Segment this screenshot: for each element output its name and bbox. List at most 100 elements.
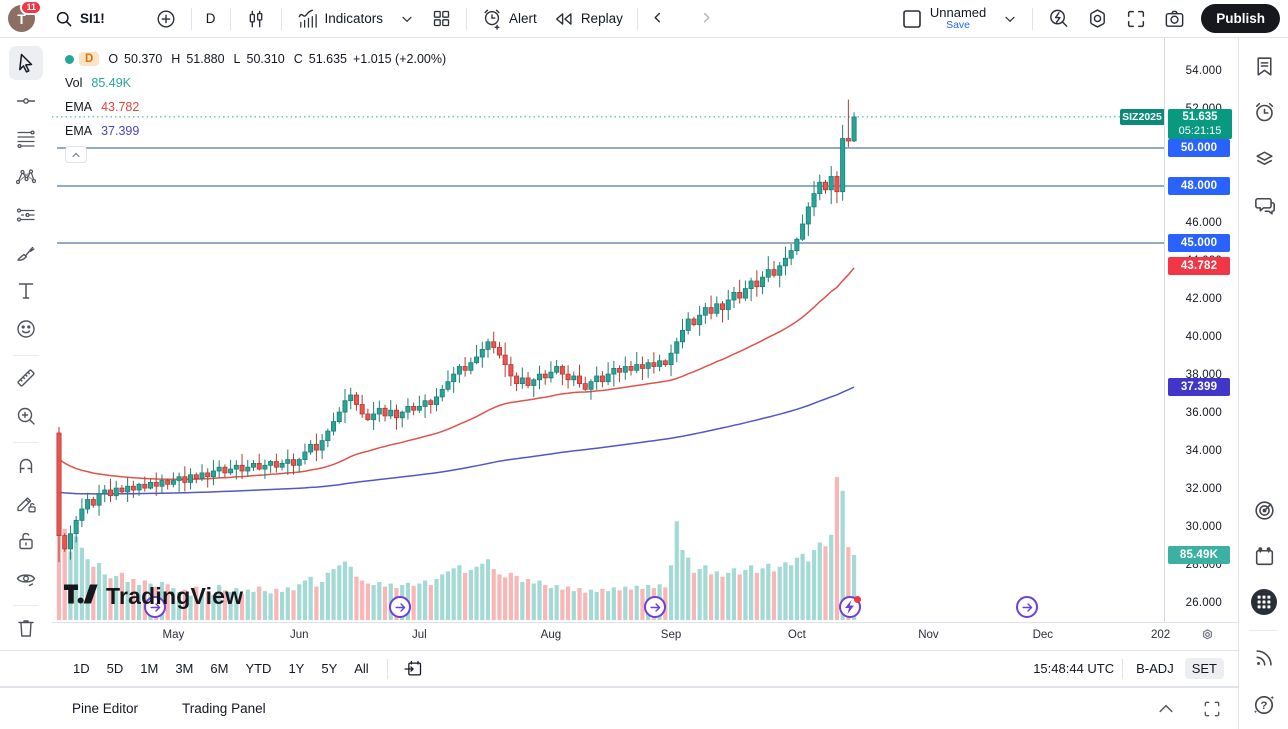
contract-switch-marker[interactable] xyxy=(644,596,666,618)
fib-retracement-tool-button[interactable] xyxy=(9,122,43,156)
layers-icon xyxy=(1252,146,1277,171)
layout-menu-button[interactable] xyxy=(995,7,1025,31)
fullscreen-button[interactable] xyxy=(1118,4,1154,34)
panel-maximize-button[interactable] xyxy=(1202,699,1222,719)
goto-date-button[interactable] xyxy=(396,656,430,682)
chart-settings-button[interactable] xyxy=(1079,3,1116,34)
low-value: 50.310 xyxy=(246,52,285,66)
clock-utc[interactable]: 15:48:44 UTC xyxy=(1033,661,1115,676)
chevron-up-icon xyxy=(1156,699,1176,719)
watchlist-button[interactable] xyxy=(1249,51,1279,81)
time-axis[interactable]: May Jun Jul Aug Sep Oct Nov Dec 202 xyxy=(52,622,1238,650)
range-1d-button[interactable]: 1D xyxy=(66,658,97,679)
screenshot-button[interactable] xyxy=(1156,3,1193,34)
drawing-mode-button[interactable] xyxy=(9,486,43,520)
help-sparkle-icon: ? xyxy=(1251,692,1277,718)
prediction-tool-button[interactable] xyxy=(9,198,43,232)
indicator-templates-button[interactable] xyxy=(392,7,422,31)
calendar-button[interactable] xyxy=(1249,541,1279,571)
legend-collapse-button[interactable] xyxy=(65,146,87,163)
quick-search-button[interactable] xyxy=(1040,3,1077,34)
contract-switch-marker[interactable] xyxy=(144,596,166,618)
range-6m-button[interactable]: 6M xyxy=(203,658,235,679)
price-axis[interactable]: 54.00052.00050.00048.00046.00044.00042.0… xyxy=(1164,38,1238,622)
symbol-search-button[interactable]: SI1! xyxy=(47,5,112,33)
save-layout-button[interactable]: Unnamed Save xyxy=(893,2,993,35)
emoji-tool-button[interactable] xyxy=(9,312,43,346)
chevron-down-icon xyxy=(1002,11,1018,27)
panel-expand-button[interactable] xyxy=(1156,699,1176,719)
trend-line-icon xyxy=(14,89,38,113)
alerts-panel-button[interactable] xyxy=(1249,97,1279,127)
chat-bubbles-icon xyxy=(1252,193,1277,218)
range-ytd-button[interactable]: YTD xyxy=(238,658,278,679)
interval-label: D xyxy=(205,11,216,26)
measure-tool-button[interactable] xyxy=(9,361,43,395)
session-button[interactable]: SET xyxy=(1184,658,1224,679)
divider xyxy=(1249,630,1277,631)
hline-price-badge: 50.000 xyxy=(1168,139,1230,157)
contract-switch-marker[interactable] xyxy=(1016,596,1038,618)
redo-button[interactable] xyxy=(683,4,719,34)
undo-button[interactable] xyxy=(645,4,681,34)
axis-settings-gear-icon[interactable] xyxy=(1199,626,1216,648)
range-3m-button[interactable]: 3M xyxy=(168,658,200,679)
range-5d-button[interactable]: 5D xyxy=(100,658,131,679)
grid-icon xyxy=(431,8,452,29)
month-label-nov: Nov xyxy=(918,629,939,641)
maximize-icon xyxy=(1202,699,1222,719)
remove-drawings-button[interactable] xyxy=(9,611,43,645)
object-tree-button[interactable] xyxy=(1249,143,1279,173)
multichart-layout-button[interactable] xyxy=(424,4,459,33)
range-all-button[interactable]: All xyxy=(347,658,375,679)
month-label-jul: Jul xyxy=(412,629,427,641)
trend-line-tool-button[interactable] xyxy=(9,84,43,118)
hline-price-badge: 48.000 xyxy=(1168,177,1230,195)
hide-drawings-button[interactable] xyxy=(9,562,43,596)
month-label-sep: Sep xyxy=(660,629,682,641)
adjustment-button[interactable]: B-ADJ xyxy=(1131,658,1179,679)
cursor-icon xyxy=(14,51,38,75)
indicators-button[interactable]: Indicators xyxy=(289,3,391,34)
top-toolbar: T 11 SI1! D Indicators xyxy=(0,0,1288,38)
range-1y-button[interactable]: 1Y xyxy=(281,658,311,679)
separator xyxy=(280,7,282,30)
chat-button[interactable] xyxy=(1249,190,1279,220)
range-5y-button[interactable]: 5Y xyxy=(314,658,344,679)
screener-button[interactable] xyxy=(1249,495,1279,525)
apps-menu-button[interactable] xyxy=(1249,587,1279,617)
bottom-toolbar: 1D 5D 1M 3M 6M YTD 1Y 5Y All 15:48:44 UT… xyxy=(0,650,1238,687)
interval-button[interactable]: D xyxy=(199,7,223,30)
contract-switch-marker[interactable] xyxy=(389,596,411,618)
zoom-in-tool-button[interactable] xyxy=(9,399,43,433)
price-tick: 54.000 xyxy=(1185,65,1222,77)
month-label-may: May xyxy=(162,629,185,641)
help-button[interactable]: ? xyxy=(1249,690,1279,720)
fib-lines-icon xyxy=(14,127,38,151)
magnet-mode-button[interactable] xyxy=(9,448,43,482)
contract-switch-upcoming-marker[interactable] xyxy=(839,596,861,618)
trading-panel-tab[interactable]: Trading Panel xyxy=(182,701,266,716)
calendar-icon xyxy=(1252,544,1277,569)
cursor-tool-button[interactable] xyxy=(9,46,43,80)
text-tool-button[interactable] xyxy=(9,274,43,308)
pattern-tool-button[interactable] xyxy=(9,160,43,194)
lock-drawings-button[interactable] xyxy=(9,524,43,558)
avatar[interactable]: T 11 xyxy=(8,0,42,32)
range-1m-button[interactable]: 1M xyxy=(133,658,165,679)
replay-label: Replay xyxy=(580,11,623,26)
ema1-value: 43.782 xyxy=(101,100,140,114)
tradingview-logo[interactable]: TradingView xyxy=(64,583,243,610)
separator xyxy=(1032,7,1034,30)
add-symbol-button[interactable] xyxy=(148,4,184,34)
ema-price-badge: 37.399 xyxy=(1168,378,1230,397)
alert-button[interactable]: Alert xyxy=(474,4,544,34)
streams-button[interactable] xyxy=(1249,642,1279,672)
brush-tool-button[interactable] xyxy=(9,236,43,270)
pine-editor-tab[interactable]: Pine Editor xyxy=(72,701,139,716)
publish-button[interactable]: Publish xyxy=(1201,4,1280,33)
chart-type-button[interactable] xyxy=(238,4,274,34)
layout-name: Unnamed xyxy=(929,5,987,21)
replay-button[interactable]: Replay xyxy=(546,4,630,34)
